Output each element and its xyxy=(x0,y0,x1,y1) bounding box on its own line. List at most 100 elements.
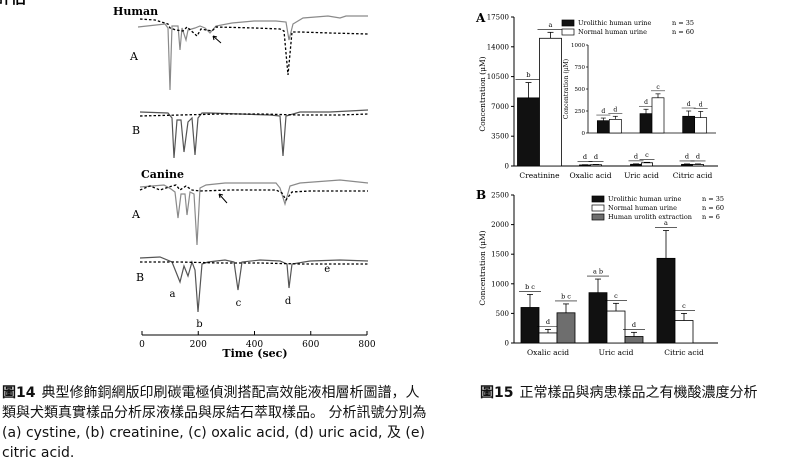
y-tick-label-a-14000: 14000 xyxy=(487,43,509,51)
bar-b-uric-acid-normal-human-urine xyxy=(606,310,626,344)
y-tick-label-b-1000: 1000 xyxy=(491,280,509,288)
human-a-solid-trace xyxy=(137,15,368,91)
legend-b: Urolithic human urine n = 35 Normal human … xyxy=(591,195,724,221)
inset-y-tick-label-750: 750 xyxy=(575,65,586,71)
legend-label-a-urolithic-human-urine: Urolithic human urine xyxy=(578,19,651,27)
inset-y-tick-label-250: 250 xyxy=(575,109,586,115)
bar-a-citric-acid-urolithic-human-urine xyxy=(681,163,693,167)
inset-bar-1-1 xyxy=(651,97,665,134)
y-tick-label-b-0: 0 xyxy=(505,340,509,348)
figure-15-number: 圖15 xyxy=(480,385,514,401)
sig-label-a-creatinine-1: a xyxy=(549,21,553,29)
y-tick-label-b-2000: 2000 xyxy=(491,221,509,229)
inset-sig-label-0-1: d xyxy=(613,106,617,113)
y-tick-label-a-0: 0 xyxy=(505,163,509,171)
inset-bar-0-1 xyxy=(608,119,622,134)
sig-label-b-uric-acid-2: d xyxy=(632,321,636,329)
inset-sig-label-2-1: d xyxy=(699,101,703,108)
legend-label-a-normal-human-urine: Normal human urine xyxy=(578,28,647,36)
chromatogram-figure: Human Canine A B A B a b c d e 0 200 400 600 800… xyxy=(113,5,376,360)
human-panel-label: Human xyxy=(113,5,158,18)
category-label-uric-acid: Uric acid xyxy=(624,171,659,180)
page-title-fragment: 評估 xyxy=(0,0,26,7)
trace-label-human-b: B xyxy=(132,124,140,137)
inset-sig-label-0-0: d xyxy=(601,108,605,115)
bar-b-uric-acid-urolithic-human-urine xyxy=(588,292,608,344)
sig-label-b-oxalic-acid-2: b c xyxy=(561,292,571,300)
figure-14-text: 典型修飾銅網版印刷碳電極偵測搭配高效能液相層析圖譜，人類與犬類真實樣品分析尿液樣… xyxy=(2,385,427,461)
time-tick-label-600: 600 xyxy=(302,340,319,350)
canine-b-dashed-trace xyxy=(140,261,368,265)
bar-a-uric-acid-urolithic-human-urine xyxy=(630,163,642,167)
inset-bar-2-1 xyxy=(694,117,708,134)
inset-y-tick-label-1000: 1000 xyxy=(571,43,585,49)
peak-labels: a b c d e xyxy=(170,264,331,330)
time-tick-label-400: 400 xyxy=(246,340,263,350)
sig-label-a-oxalic-acid-0: d xyxy=(583,153,587,161)
time-axis-title: Time (sec) xyxy=(222,347,287,360)
figure-15-caption: 圖15 正常樣品與病患樣品之有機酸濃度分析 xyxy=(480,383,800,403)
time-tick-label-200: 200 xyxy=(190,340,207,350)
legend-swatch-a-normal-human-urine xyxy=(561,28,575,36)
sig-label-b-uric-acid-0: a b xyxy=(593,268,603,276)
sig-label-a-uric-acid-1: c xyxy=(645,151,649,159)
inset-y-title: Concentration (μM) xyxy=(563,59,570,119)
bar-b-oxalic-acid-normal-human-urine xyxy=(538,332,558,344)
bar-a-creatinine-normal-human-urine xyxy=(539,37,562,167)
bar-b-uric-acid-human-urolith-extraction xyxy=(624,336,644,344)
peak-label-b: b xyxy=(196,319,202,330)
bar-a-oxalic-acid-normal-human-urine xyxy=(590,164,602,167)
inset-sig-label-2-0: d xyxy=(687,101,691,108)
sig-label-a-uric-acid-0: d xyxy=(634,152,638,160)
category-label-citric-acid: Citric acid xyxy=(664,348,704,357)
legend-swatch-b-normal-human-urine xyxy=(591,204,605,212)
category-label-creatinine: Creatinine xyxy=(519,171,560,180)
bar-b-citric-acid-urolithic-human-urine xyxy=(656,257,676,344)
canine-a-dashed-trace xyxy=(139,184,368,202)
panel-b-letter: B xyxy=(476,188,486,202)
y-tick-label-b-2500: 2500 xyxy=(491,192,509,200)
legend-n-a-normal-human-urine: n = 60 xyxy=(672,28,694,36)
legend-label-b-urolithic-human-urine: Urolithic human urine xyxy=(608,195,681,203)
peak-label-a: a xyxy=(170,289,176,300)
human-a-dashed-trace xyxy=(139,18,369,76)
sig-label-a-creatinine-0: b xyxy=(526,71,530,79)
category-label-uric-acid: Uric acid xyxy=(599,348,634,357)
inset-bar-1-0 xyxy=(639,113,653,134)
time-axis: 0 200 400 600 800 xyxy=(139,331,376,350)
trace-label-human-a: A xyxy=(129,50,139,63)
y-tick-label-a-3500: 3500 xyxy=(491,133,509,141)
inset-sig-label-1-1: c xyxy=(656,84,660,91)
category-label-oxalic-acid: Oxalic acid xyxy=(527,348,569,357)
canine-b-solid-trace xyxy=(139,256,369,313)
legend-n-b-normal-human-urine: n = 60 xyxy=(702,204,724,212)
trace-label-canine-b: B xyxy=(136,271,144,284)
y-tick-label-a-7000: 7000 xyxy=(491,103,509,111)
annotation-arrow-canine xyxy=(218,193,228,204)
figure-14-caption: 圖14 典型修飾銅網版印刷碳電極偵測搭配高效能液相層析圖譜，人類與犬類真實樣品分析… xyxy=(2,383,432,463)
category-label-citric-acid: Citric acid xyxy=(673,171,713,180)
inset-bar-0-0 xyxy=(596,120,610,134)
inset-y-tick-label-0: 0 xyxy=(582,131,586,137)
peak-label-d: d xyxy=(285,296,292,307)
sig-label-b-oxalic-acid-0: b c xyxy=(525,283,535,291)
bar-a-citric-acid-normal-human-urine xyxy=(692,164,704,167)
peak-label-c: c xyxy=(236,298,242,309)
sig-label-a-oxalic-acid-1: d xyxy=(594,153,598,161)
category-label-oxalic-acid: Oxalic acid xyxy=(569,171,611,180)
figure-15-text: 正常樣品與病患樣品之有機酸濃度分析 xyxy=(519,385,758,401)
legend-n-b-human-urolith-extraction: n = 6 xyxy=(702,213,720,221)
sig-label-b-oxalic-acid-1: d xyxy=(546,318,550,326)
legend-n-b-urolithic-human-urine: n = 35 xyxy=(702,195,724,203)
inset-sig-label-1-0: d xyxy=(644,99,648,106)
bar-chart-b: B Concentration (μM) 0 500 1000 1500 2000 250… xyxy=(476,188,724,357)
legend-swatch-b-human-urolith-extraction xyxy=(591,213,605,221)
legend-a: Urolithic human urine n = 35 Normal human … xyxy=(561,19,694,36)
legend-label-b-normal-human-urine: Normal human urine xyxy=(608,204,677,212)
inset-bar-2-0 xyxy=(682,115,696,134)
bar-a-creatinine-urolithic-human-urine xyxy=(517,97,540,167)
canine-a-solid-trace xyxy=(139,179,369,246)
bar-b-oxalic-acid-human-urolith-extraction xyxy=(556,312,576,344)
human-b-dashed-trace xyxy=(139,113,369,117)
